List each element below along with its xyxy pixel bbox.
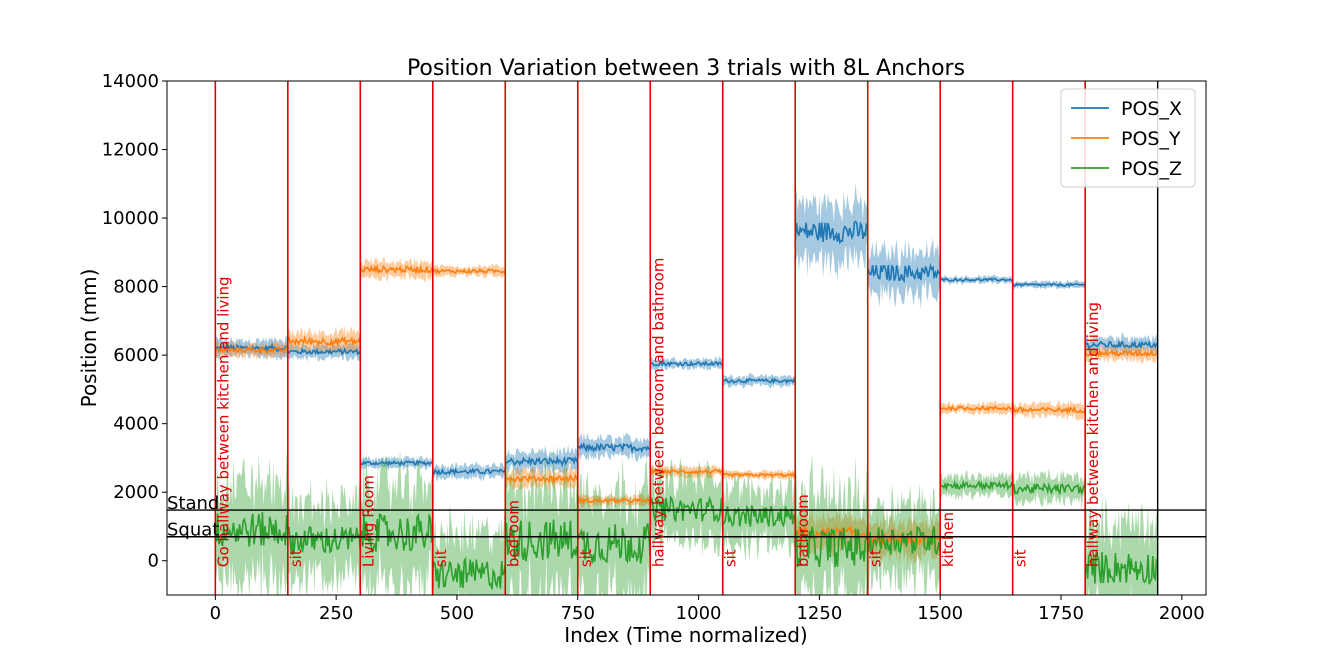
pos-z-line-segment [939, 479, 1014, 492]
pos-y-line-segment [359, 263, 434, 276]
pos-y-line-segment [722, 472, 796, 478]
pos-x-line-segment [577, 441, 651, 455]
pos-x-line-segment [939, 277, 1014, 282]
segment-label: bedroom [504, 500, 522, 567]
y-tick-label: 10000 [102, 208, 159, 229]
pos-x-line-segment [287, 347, 361, 356]
x-tick-label: 2000 [1159, 603, 1205, 624]
y-tick-label: 6000 [113, 345, 159, 366]
legend-box [1060, 88, 1196, 188]
x-tick-label: 1000 [676, 603, 722, 624]
pos-y-line-segment [1084, 349, 1158, 359]
y-tick-label: 2000 [113, 482, 159, 503]
pos-x-line-segment [794, 220, 869, 245]
segment-label: hallway between kitchen and living [1084, 302, 1102, 567]
segment-label: sit [432, 549, 450, 567]
pos-x-line-segment [722, 377, 796, 385]
y-axis-label: Position (mm) [77, 269, 101, 408]
pos-y-line-segment [504, 473, 579, 485]
pos-z-line-segment [577, 523, 652, 564]
pos-x-line-segment [504, 455, 579, 468]
chart-title: Position Variation between 3 trials with… [407, 56, 965, 81]
pos-z-band-segment [577, 456, 651, 595]
y-axis: 0 2000 4000 6000 8000 10000 12000 14000 [102, 71, 167, 572]
y-tick-label: 0 [148, 551, 159, 572]
x-tick-label: 750 [561, 603, 595, 624]
segment-label: sit [867, 549, 885, 567]
pos-z-line-segment [1084, 551, 1159, 585]
x-tick-label: 1250 [796, 603, 842, 624]
pos-z-line-segment [1012, 482, 1086, 496]
legend: POS_X POS_Y POS_Z [1060, 88, 1196, 188]
segment-label: sit [577, 549, 595, 567]
pos-z-line-segment [722, 504, 796, 528]
pos-z-band-segment [287, 476, 361, 595]
segment-labels: Go hallway between kitchen and living sit… [214, 258, 1102, 568]
pos-z-line-segment [432, 556, 507, 590]
x-tick-label: 0 [210, 603, 221, 624]
pos-x-line-segment [432, 467, 506, 477]
pos-z-legend-label: POS_Z [1121, 158, 1182, 180]
plot-frame [166, 80, 1207, 596]
confidence-bands [215, 183, 1158, 595]
x-axis: 0 250 500 750 1000 1250 1500 1750 2000 [210, 595, 1205, 624]
pos-x-line-segment [866, 263, 941, 284]
reference-lines: Stand Squat [167, 493, 1206, 541]
reference-line-label: Squat [167, 520, 219, 541]
pos-z-line-segment [359, 512, 434, 553]
pos-y-line-segment [432, 267, 506, 275]
pos-x-line-segment [1012, 282, 1086, 288]
x-tick-label: 250 [319, 603, 353, 624]
pos-y-line-segment [577, 497, 651, 505]
pos-x-line-segment [359, 459, 434, 467]
pos-y-band-segment [1012, 399, 1086, 421]
segment-label: kitchen [939, 512, 957, 567]
pos-x-legend-label: POS_X [1121, 98, 1182, 120]
pos-y-line-segment [1011, 405, 1086, 415]
series-lines [214, 220, 1159, 590]
segment-label: Go hallway between kitchen and living [214, 276, 232, 567]
segment-label: sit [1012, 549, 1030, 567]
segment-label: Living Room [359, 475, 377, 567]
pos-z-band-segment [432, 503, 506, 595]
pos-x-line-segment [649, 360, 724, 368]
x-axis-label: Index (Time normalized) [564, 623, 807, 647]
pos-z-line-segment [794, 526, 869, 568]
segment-label: hallway between bedroom and bathroom [649, 258, 667, 568]
pos-y-line-segment [214, 345, 289, 355]
y-tick-label: 12000 [102, 140, 159, 161]
reference-line-label: Stand [167, 493, 219, 514]
pos-y-line-segment [939, 404, 1014, 412]
pos-z-line-segment [504, 519, 579, 562]
y-tick-label: 4000 [113, 414, 159, 435]
x-tick-label: 500 [440, 603, 474, 624]
pos-y-line-segment [287, 335, 362, 348]
y-tick-label: 14000 [102, 71, 159, 92]
pos-z-line-segment [214, 511, 289, 547]
pos-x-band-segment [505, 444, 578, 476]
x-tick-label: 1500 [917, 603, 963, 624]
pos-y-line-segment [649, 467, 724, 476]
pos-x-line-segment [1084, 339, 1159, 350]
pos-z-band-segment [795, 453, 868, 595]
segment-label: sit [287, 549, 305, 567]
x-tick-label: 1750 [1038, 603, 1084, 624]
segment-label: bathroom [794, 494, 812, 567]
pos-z-line-segment [287, 525, 362, 555]
pos-x-band-segment [287, 341, 361, 362]
y-tick-label: 8000 [113, 277, 159, 298]
pos-y-legend-label: POS_Y [1121, 128, 1181, 150]
pos-z-band-segment [360, 450, 433, 595]
pos-z-line-segment [649, 495, 724, 524]
pos-x-band-segment [722, 372, 796, 389]
segment-label: sit [722, 549, 740, 567]
